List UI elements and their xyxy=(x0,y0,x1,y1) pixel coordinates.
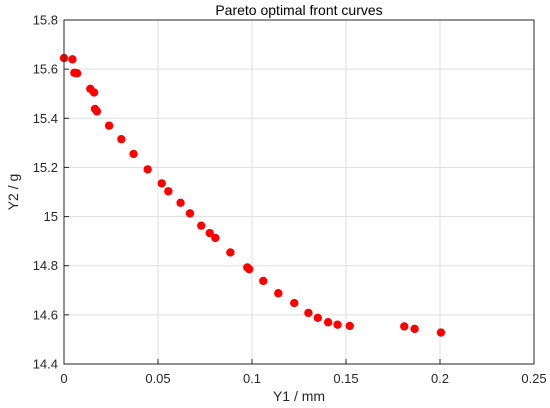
x-ticks: 0 0.05 0.1 0.15 0.2 0.25 xyxy=(60,359,547,386)
data-point xyxy=(89,88,99,97)
data-point xyxy=(197,221,206,230)
data-point xyxy=(72,69,82,78)
data-point xyxy=(313,313,322,323)
data-point xyxy=(290,298,299,308)
data-point xyxy=(205,228,214,238)
data-point xyxy=(185,209,195,218)
data-point xyxy=(410,324,419,334)
x-tick-label: 0.05 xyxy=(145,371,170,386)
data-point xyxy=(164,187,173,196)
y-tick-label: 14.8 xyxy=(33,258,58,273)
y-tick-label: 14.6 xyxy=(33,307,58,322)
chart-title: Pareto optimal front curves xyxy=(215,2,382,18)
data-point xyxy=(436,328,446,337)
data-point xyxy=(259,276,268,286)
x-tick-label: 0.15 xyxy=(333,371,358,386)
data-point xyxy=(129,149,138,159)
data-points xyxy=(59,53,446,337)
data-point xyxy=(400,322,409,331)
y-tick-label: 15 xyxy=(44,209,58,224)
y-ticks: 14.4 14.6 14.8 15 15.2 15.4 15.6 15.8 xyxy=(33,13,69,372)
x-tick-label: 0.2 xyxy=(431,371,449,386)
data-point xyxy=(143,165,152,174)
data-point xyxy=(92,107,102,116)
y-tick-label: 15.6 xyxy=(33,62,58,77)
data-point xyxy=(304,308,313,318)
plot-area: 0 0.05 0.1 0.15 0.2 0.25 14.4 14.6 14.8 15 15.2 15… xyxy=(33,13,547,387)
y-tick-label: 15.4 xyxy=(33,111,58,126)
data-point xyxy=(157,179,166,188)
data-point xyxy=(117,134,126,144)
data-point xyxy=(323,318,333,327)
x-axis-label: Y1 / mm xyxy=(273,388,325,404)
data-point xyxy=(244,264,254,274)
data-point xyxy=(226,248,235,257)
axes-background xyxy=(64,20,534,364)
data-point xyxy=(68,55,77,64)
y-tick-label: 14.4 xyxy=(33,357,58,372)
axes-box xyxy=(63,19,535,365)
data-point xyxy=(274,289,283,298)
data-point xyxy=(345,321,354,331)
data-point xyxy=(211,233,220,243)
x-tick-label: 0 xyxy=(60,371,67,386)
y-tick-label: 15.2 xyxy=(33,160,58,175)
x-tick-label: 0.25 xyxy=(521,371,546,386)
data-point xyxy=(104,121,114,130)
x-tick-label: 0.1 xyxy=(243,371,261,386)
data-point xyxy=(333,320,342,329)
y-tick-label: 15.8 xyxy=(33,13,58,28)
y-axis-label: Y2 / g xyxy=(5,174,21,211)
data-point xyxy=(176,198,185,208)
